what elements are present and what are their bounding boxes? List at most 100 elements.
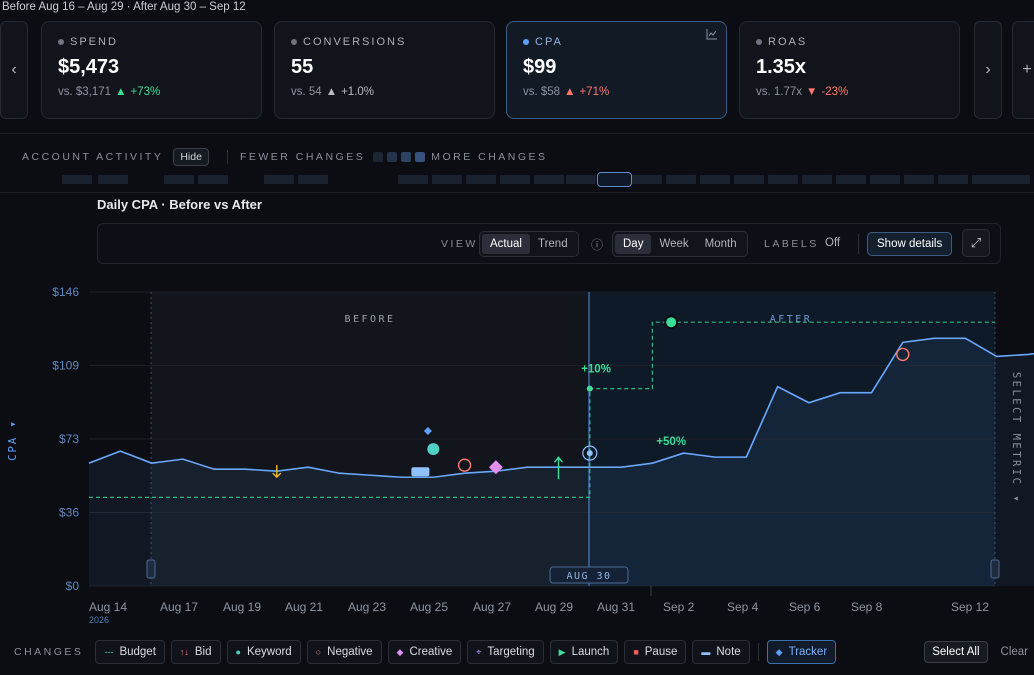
- activity-strip-cell[interactable]: [836, 175, 866, 184]
- plus-icon: +: [1022, 61, 1032, 78]
- chart-icon[interactable]: [706, 28, 718, 40]
- activity-strip-cell[interactable]: [972, 175, 1002, 184]
- activity-strip-cell[interactable]: [164, 175, 194, 184]
- launch-arrow-icon: [553, 456, 564, 480]
- period-week-button[interactable]: Week: [659, 238, 689, 250]
- changes-label: CHANGES: [14, 646, 84, 658]
- divider: [0, 192, 1034, 193]
- period-month-button[interactable]: Month: [704, 238, 737, 250]
- activity-strip-cell[interactable]: [264, 175, 294, 184]
- chip-label: Pause: [644, 646, 678, 658]
- chip-label: Creative: [409, 646, 453, 658]
- view-label: VIEW: [441, 238, 478, 250]
- tracker-icon: ◆: [775, 646, 783, 657]
- trend-up-icon: ▲: [115, 86, 127, 98]
- chip-label: Targeting: [487, 646, 535, 658]
- chip-label: Keyword: [246, 646, 292, 658]
- activity-strip-cell[interactable]: [566, 175, 596, 184]
- bid-icon: ↑↓: [179, 647, 189, 657]
- account-activity-header: ACCOUNT ACTIVITY Hide FEWER CHANGES MORE…: [22, 148, 548, 166]
- chip-label: Note: [716, 646, 741, 658]
- card-label: CPA: [535, 36, 563, 48]
- x-tick-label: Sep 12: [951, 600, 989, 614]
- activity-strip-selection[interactable]: [597, 172, 632, 187]
- change-chip-negative[interactable]: ○ Negative: [306, 640, 382, 664]
- metric-card-conversions[interactable]: CONVERSIONS 55 vs. 54 ▲ +1.0%: [274, 21, 495, 119]
- x-tick-label: Aug 17: [160, 600, 198, 614]
- x-tick-label: Aug 23: [348, 600, 386, 614]
- activity-strip-cell[interactable]: [500, 175, 530, 184]
- activity-strip-cell[interactable]: [432, 175, 462, 184]
- activity-strip-cell[interactable]: [904, 175, 934, 184]
- x-tick-label: Sep 2: [663, 600, 695, 614]
- activity-strip-cell[interactable]: [768, 175, 798, 184]
- card-value: 1.35x: [756, 56, 807, 78]
- select-metric-label[interactable]: SELECT METRIC ▾: [1010, 372, 1022, 504]
- activity-strip-cell[interactable]: [870, 175, 900, 184]
- select-all-button[interactable]: Select All: [924, 641, 988, 663]
- prev-card-button[interactable]: ‹: [0, 21, 28, 119]
- before-label: BEFORE: [344, 314, 395, 325]
- view-trend-button[interactable]: Trend: [537, 238, 568, 250]
- more-changes-label: MORE CHANGES: [431, 151, 548, 163]
- activity-strip-cell[interactable]: [98, 175, 128, 184]
- activity-strip-cell[interactable]: [666, 175, 696, 184]
- chip-label: Bid: [194, 646, 212, 658]
- activity-strip-cell[interactable]: [466, 175, 496, 184]
- activity-strip-cell[interactable]: [398, 175, 428, 184]
- card-value: $99: [523, 56, 557, 78]
- metric-card-spend[interactable]: SPEND $5,473 vs. $3,171 ▲ +73%: [41, 21, 262, 119]
- separator: [858, 234, 859, 254]
- metric-card-roas[interactable]: ROAS 1.35x vs. 1.77x ▼ -23%: [739, 21, 960, 119]
- chip-label: Launch: [571, 646, 610, 658]
- expand-button[interactable]: ⤢: [962, 229, 990, 257]
- trend-up-icon: ▲: [325, 86, 338, 98]
- change-chip-targeting[interactable]: ⌖ Targeting: [467, 640, 544, 664]
- after-label: AFTER: [770, 314, 813, 325]
- clear-button[interactable]: Clear: [1000, 646, 1028, 658]
- period-day-button[interactable]: Day: [615, 234, 652, 254]
- view-actual-button[interactable]: Actual: [482, 234, 530, 254]
- change-chip-tracker[interactable]: ◆ Tracker: [766, 640, 837, 664]
- bid-down-icon: [272, 465, 282, 479]
- activity-strip-cell[interactable]: [534, 175, 564, 184]
- series-area: [89, 338, 1034, 586]
- activity-strip-cell[interactable]: [632, 175, 662, 184]
- info-icon[interactable]: ⓘ: [591, 238, 604, 252]
- card-label: CONVERSIONS: [303, 36, 407, 48]
- activity-strip-cell[interactable]: [298, 175, 328, 184]
- labels-toggle[interactable]: Off: [825, 237, 841, 249]
- change-chip-pause[interactable]: ■ Pause: [624, 640, 687, 664]
- next-card-button[interactable]: ›: [974, 21, 1002, 119]
- card-vs: vs. $3,171: [58, 86, 112, 98]
- fewer-changes-label: FEWER CHANGES: [239, 151, 366, 163]
- card-vs: vs. $58: [523, 86, 561, 98]
- activity-strip-cell[interactable]: [198, 175, 228, 184]
- activity-strip-cell[interactable]: [62, 175, 92, 184]
- activity-strip-cell[interactable]: [802, 175, 832, 184]
- tracker-icon: [423, 426, 432, 435]
- activity-strip-cell[interactable]: [1000, 175, 1030, 184]
- date-range-label: Before Aug 16 – Aug 29 · After Aug 30 – …: [2, 1, 246, 13]
- show-details-button[interactable]: Show details: [867, 232, 953, 256]
- card-vs: vs. 1.77x: [756, 86, 803, 98]
- change-chip-launch[interactable]: ▶ Launch: [549, 640, 619, 664]
- change-chip-keyword[interactable]: ● Keyword: [226, 640, 301, 664]
- activity-strip-cell[interactable]: [700, 175, 730, 184]
- metric-card-cpa[interactable]: CPA $99 vs. $58 ▲ +71%: [506, 21, 727, 119]
- change-chip-bid[interactable]: ↑↓ Bid: [170, 640, 221, 664]
- status-dot: [756, 39, 762, 45]
- chip-label: Budget: [119, 646, 156, 658]
- view-toggle: Actual Trend: [479, 231, 579, 257]
- heat-scale-swatch: [415, 152, 426, 162]
- activity-strip-cell[interactable]: [938, 175, 968, 184]
- add-card-button[interactable]: +: [1012, 21, 1034, 119]
- change-chip-creative[interactable]: ◆ Creative: [387, 640, 462, 664]
- activity-strip-cell[interactable]: [734, 175, 764, 184]
- targeting-icon: [582, 445, 598, 461]
- hide-activity-button[interactable]: Hide: [173, 148, 209, 166]
- change-chip-budget[interactable]: --- Budget: [95, 640, 165, 664]
- change-chip-note[interactable]: ▬ Note: [692, 640, 750, 664]
- card-change: +1.0%: [341, 86, 375, 98]
- account-activity-label: ACCOUNT ACTIVITY: [22, 151, 164, 163]
